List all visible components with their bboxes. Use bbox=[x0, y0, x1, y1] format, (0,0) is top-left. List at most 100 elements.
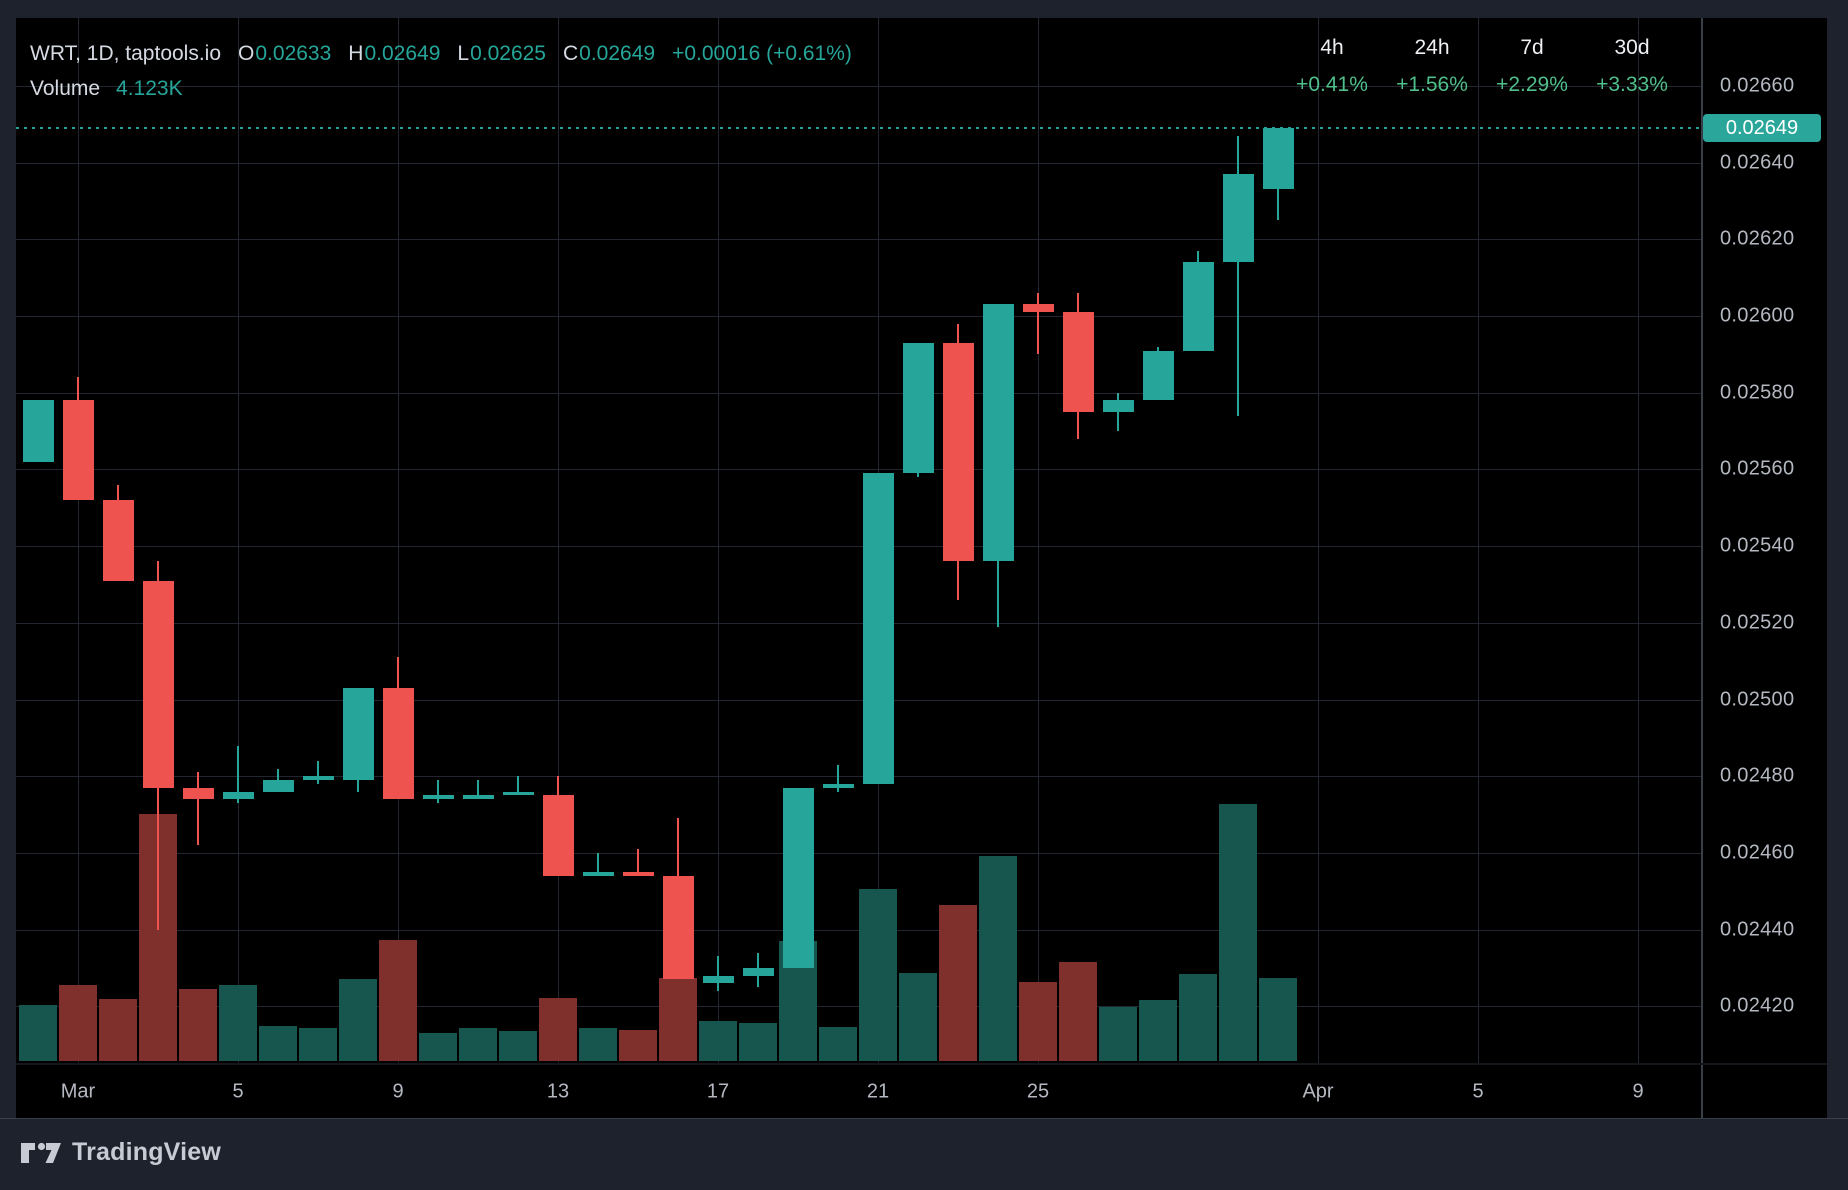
h-gridline bbox=[16, 392, 1701, 394]
candle-body bbox=[223, 791, 254, 800]
candle-body bbox=[343, 687, 374, 781]
candle-body bbox=[23, 400, 54, 462]
h-gridline bbox=[16, 622, 1701, 624]
candle-body bbox=[503, 791, 534, 796]
stat-column-4h: 4h +0.41% bbox=[1282, 36, 1382, 97]
candle-body bbox=[303, 776, 334, 781]
candle-body bbox=[1063, 312, 1094, 412]
candle-body bbox=[1263, 128, 1294, 190]
time-axis[interactable]: Mar 5 9 13 17 21 25 Apr 5 9 bbox=[16, 1065, 1827, 1118]
symbol-header: WRT, 1D, taptools.io O0.02633 H0.02649 L… bbox=[30, 42, 852, 101]
volume-bar bbox=[299, 1028, 337, 1061]
stat-percent-value: +0.41% bbox=[1296, 73, 1368, 96]
candle-body bbox=[703, 975, 734, 984]
candle-body bbox=[1103, 400, 1134, 412]
v-gridline bbox=[1478, 18, 1479, 1063]
h-gridline bbox=[16, 699, 1701, 701]
candle-body bbox=[783, 787, 814, 968]
candle-body bbox=[1223, 174, 1254, 263]
ohlc-close: C0.02649 bbox=[563, 42, 656, 65]
price-axis-label: 0.02620 bbox=[1720, 227, 1795, 250]
h-gridline bbox=[16, 546, 1701, 548]
last-price-line bbox=[16, 127, 1701, 130]
time-axis-label: 17 bbox=[706, 1080, 730, 1102]
stat-percent-value: +1.56% bbox=[1396, 73, 1468, 96]
volume-bar bbox=[1099, 1007, 1137, 1061]
stat-period-label: 30d bbox=[1614, 36, 1650, 59]
volume-bar bbox=[579, 1028, 617, 1061]
price-axis-label: 0.02560 bbox=[1720, 457, 1795, 480]
h-gridline bbox=[16, 469, 1701, 471]
stat-column-30d: 30d +3.33% bbox=[1582, 36, 1682, 97]
candle-wick bbox=[197, 772, 199, 846]
axis-separator-vertical bbox=[1701, 18, 1703, 1118]
last-price-value: 0.02649 bbox=[1725, 116, 1799, 139]
h-gridline bbox=[16, 852, 1701, 854]
v-gridline bbox=[718, 18, 719, 1063]
price-axis-label: 0.02520 bbox=[1720, 611, 1795, 634]
volume-value: 4.123K bbox=[116, 77, 183, 100]
candle-wick bbox=[517, 776, 519, 796]
candle-body bbox=[143, 580, 174, 788]
price-axis-label: 0.02580 bbox=[1720, 381, 1795, 404]
candle-wick bbox=[1237, 135, 1239, 416]
price-axis-label: 0.02500 bbox=[1720, 688, 1795, 710]
candle-body bbox=[1183, 262, 1214, 351]
stat-column-24h: 24h +1.56% bbox=[1382, 36, 1482, 97]
candle-body bbox=[423, 795, 454, 800]
h-gridline bbox=[16, 239, 1701, 241]
stat-period-label: 4h bbox=[1320, 36, 1344, 59]
volume-bar bbox=[1019, 982, 1057, 1061]
candle-wick bbox=[717, 956, 719, 991]
h-gridline bbox=[16, 85, 1701, 87]
candle-body bbox=[743, 967, 774, 976]
candle-body bbox=[1023, 304, 1054, 313]
price-axis-label: 0.02420 bbox=[1720, 994, 1795, 1017]
pane-axis-divider bbox=[16, 1063, 1827, 1065]
volume-bar bbox=[499, 1031, 537, 1061]
volume-bar bbox=[819, 1027, 857, 1061]
volume-bar bbox=[99, 999, 137, 1061]
v-gridline bbox=[238, 18, 239, 1063]
candle-body bbox=[103, 500, 134, 581]
candle-body bbox=[823, 783, 854, 788]
price-axis-label: 0.02640 bbox=[1720, 151, 1795, 174]
time-axis-label: 5 bbox=[1472, 1080, 1484, 1102]
ohlc-high: H0.02649 bbox=[348, 42, 441, 65]
time-axis-label: 21 bbox=[866, 1080, 890, 1102]
volume-bar bbox=[899, 973, 937, 1061]
price-axis[interactable]: 0.02649 0.02660 0.02640 0.02620 0.02600 0.02… bbox=[1703, 18, 1827, 1118]
volume-bar bbox=[19, 1005, 57, 1061]
time-axis-label: 9 bbox=[392, 1080, 404, 1102]
tradingview-attribution[interactable]: TradingView bbox=[20, 1138, 221, 1167]
time-axis-label: 5 bbox=[232, 1080, 244, 1102]
candle-body bbox=[1143, 350, 1174, 401]
candle-wick bbox=[837, 764, 839, 792]
candle-wick bbox=[597, 852, 599, 876]
candle-body bbox=[983, 304, 1014, 562]
price-axis-label: 0.02660 bbox=[1720, 74, 1795, 97]
price-axis-label: 0.02460 bbox=[1720, 841, 1795, 864]
volume-bar bbox=[179, 989, 217, 1061]
chart-pane[interactable] bbox=[16, 18, 1701, 1063]
h-gridline bbox=[16, 929, 1701, 931]
candle-body bbox=[943, 342, 974, 562]
volume-bar bbox=[619, 1030, 657, 1061]
candle-wick bbox=[477, 780, 479, 800]
price-axis-label: 0.02600 bbox=[1720, 304, 1795, 327]
candle-wick bbox=[637, 849, 639, 876]
volume-bar bbox=[1259, 978, 1297, 1061]
candle-body bbox=[583, 872, 614, 876]
volume-bar bbox=[859, 889, 897, 1061]
h-gridline bbox=[16, 316, 1701, 317]
time-axis-label: Mar bbox=[60, 1080, 96, 1102]
h-gridline bbox=[16, 1006, 1701, 1008]
h-gridline bbox=[16, 162, 1701, 164]
v-gridline bbox=[78, 18, 79, 1063]
ohlc-low: L0.02625 bbox=[457, 42, 546, 65]
footer-divider bbox=[0, 1118, 1848, 1119]
candle-wick bbox=[277, 768, 279, 792]
stat-percent-value: +3.33% bbox=[1596, 73, 1668, 96]
candle-wick bbox=[1117, 392, 1119, 432]
